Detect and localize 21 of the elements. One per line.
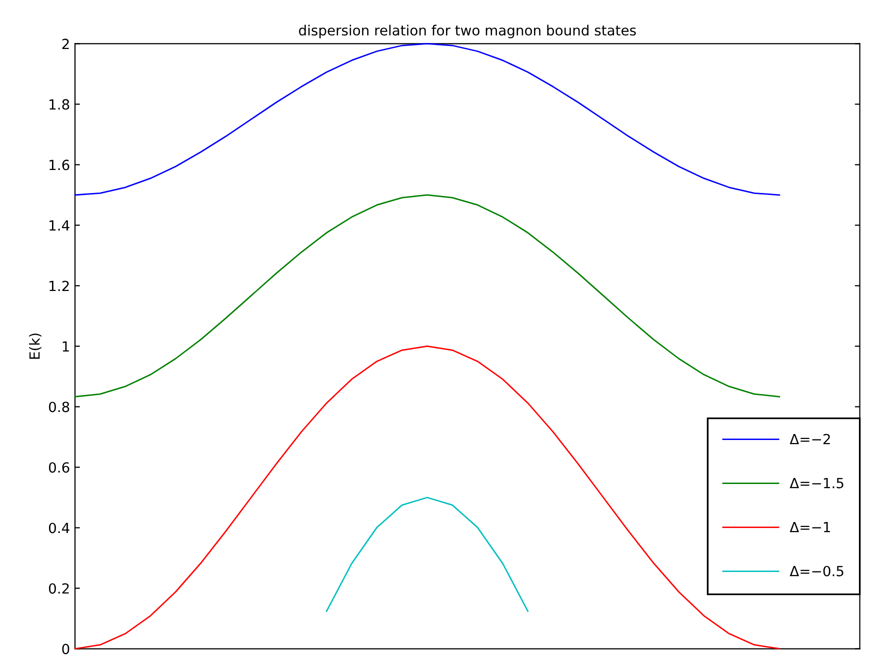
y-tick-label: 1 [62, 341, 69, 352]
line-series [74, 42, 780, 196]
legend-label: Δ=−1.5 [790, 478, 844, 488]
chart-title: dispersion relation for two magnon bound states [299, 24, 636, 38]
y-tick-label: 1.8 [50, 99, 70, 110]
y-tick-label: 0 [62, 644, 70, 654]
y-tick-label: 1.6 [50, 160, 70, 170]
line-series [74, 346, 780, 650]
legend-label: Δ=−2 [790, 434, 830, 444]
line-series [326, 496, 529, 612]
y-tick-label: 1.4 [50, 220, 70, 230]
y-tick-label: 1.2 [50, 280, 69, 291]
y-tick-label: 0.4 [48, 522, 70, 534]
y-tick-label: 2 [62, 38, 69, 49]
line-series [74, 194, 780, 398]
y-axis-title: E(k) [29, 334, 42, 359]
legend-label: Δ=−1 [790, 522, 830, 532]
y-tick-label: 0.8 [48, 402, 70, 412]
legend-label: Δ=−0.5 [790, 566, 844, 576]
y-tick-label: 0.2 [48, 583, 69, 594]
y-tick-label: 0.6 [48, 462, 70, 473]
